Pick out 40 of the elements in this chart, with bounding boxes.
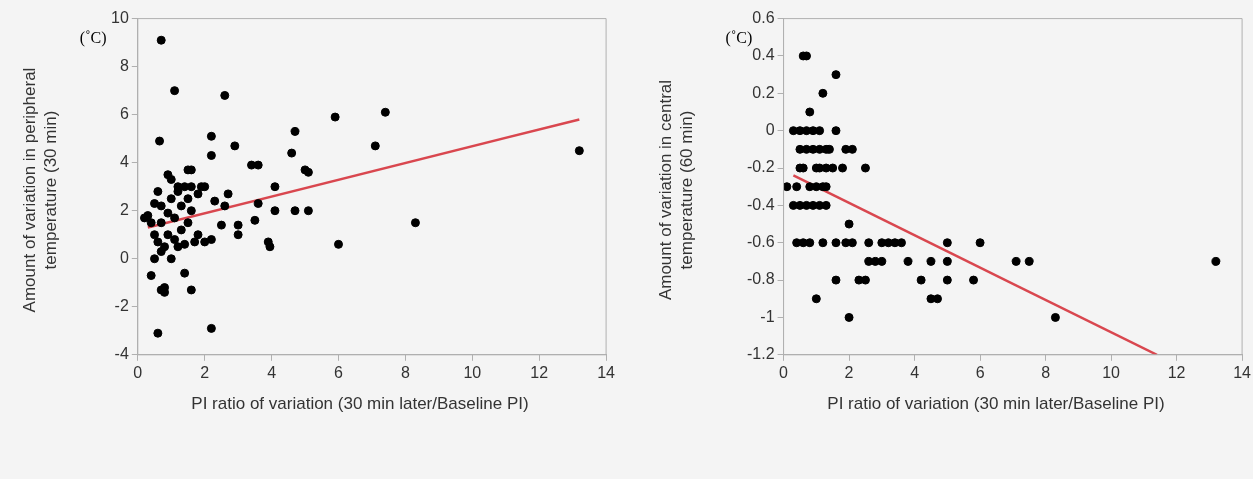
x-tick-label: 8 bbox=[400, 363, 410, 381]
x-tick-label: 6 bbox=[334, 363, 344, 381]
y-axis-title: Amount of variation in peripheral temperature (30 min) bbox=[19, 66, 61, 315]
x-axis-title: PI ratio of variation (30 min later/Baseline PI) bbox=[190, 393, 530, 415]
x-tick-label: 6 bbox=[975, 363, 985, 381]
y-tick-label: -1 bbox=[760, 307, 775, 325]
x-tick-label: 2 bbox=[200, 363, 210, 381]
y-tick-label: 0 bbox=[765, 121, 775, 139]
y-tick-label: -0.6 bbox=[746, 233, 775, 251]
y-tick-label: -0.8 bbox=[746, 270, 775, 288]
text: (˚C) bbox=[725, 28, 753, 47]
x-tick-label: 4 bbox=[267, 363, 277, 381]
y-axis-title: Amount of variation in central temperature (60 min) bbox=[655, 78, 697, 303]
y-tick-label: -2 bbox=[114, 297, 129, 315]
x-tick-label: 14 bbox=[597, 363, 616, 381]
y-tick-label: 4 bbox=[119, 153, 129, 171]
y-tick-label: 0.4 bbox=[752, 46, 775, 64]
y-tick-label: -0.4 bbox=[746, 195, 775, 213]
y-tick-label: 6 bbox=[119, 105, 129, 123]
y-tick-label: 8 bbox=[119, 57, 129, 75]
y-tick-label: -1.2 bbox=[746, 345, 775, 363]
x-tick-label: 4 bbox=[910, 363, 920, 381]
y-tick-label: -0.2 bbox=[746, 158, 775, 176]
x-tick-label: 10 bbox=[1102, 363, 1121, 381]
x-tick-label: 0 bbox=[133, 363, 143, 381]
x-tick-label: 12 bbox=[530, 363, 549, 381]
y-tick-label: 0.2 bbox=[752, 83, 775, 101]
x-tick-label: 10 bbox=[463, 363, 482, 381]
text: (˚C) bbox=[79, 28, 107, 47]
y-tick-label: 0 bbox=[119, 249, 129, 267]
x-tick-label: 12 bbox=[1167, 363, 1186, 381]
y-tick-label: 2 bbox=[119, 201, 129, 219]
y-tick-label: 10 bbox=[111, 9, 129, 27]
x-tick-label: 0 bbox=[779, 363, 789, 381]
x-tick-label: 8 bbox=[1041, 363, 1051, 381]
x-tick-label: 2 bbox=[844, 363, 854, 381]
x-tick-label: 14 bbox=[1233, 363, 1252, 381]
y-tick-label: -4 bbox=[114, 345, 129, 363]
y-tick-label: 0.6 bbox=[752, 9, 775, 27]
x-axis-title: PI ratio of variation (30 min later/Baseline PI) bbox=[826, 393, 1166, 415]
